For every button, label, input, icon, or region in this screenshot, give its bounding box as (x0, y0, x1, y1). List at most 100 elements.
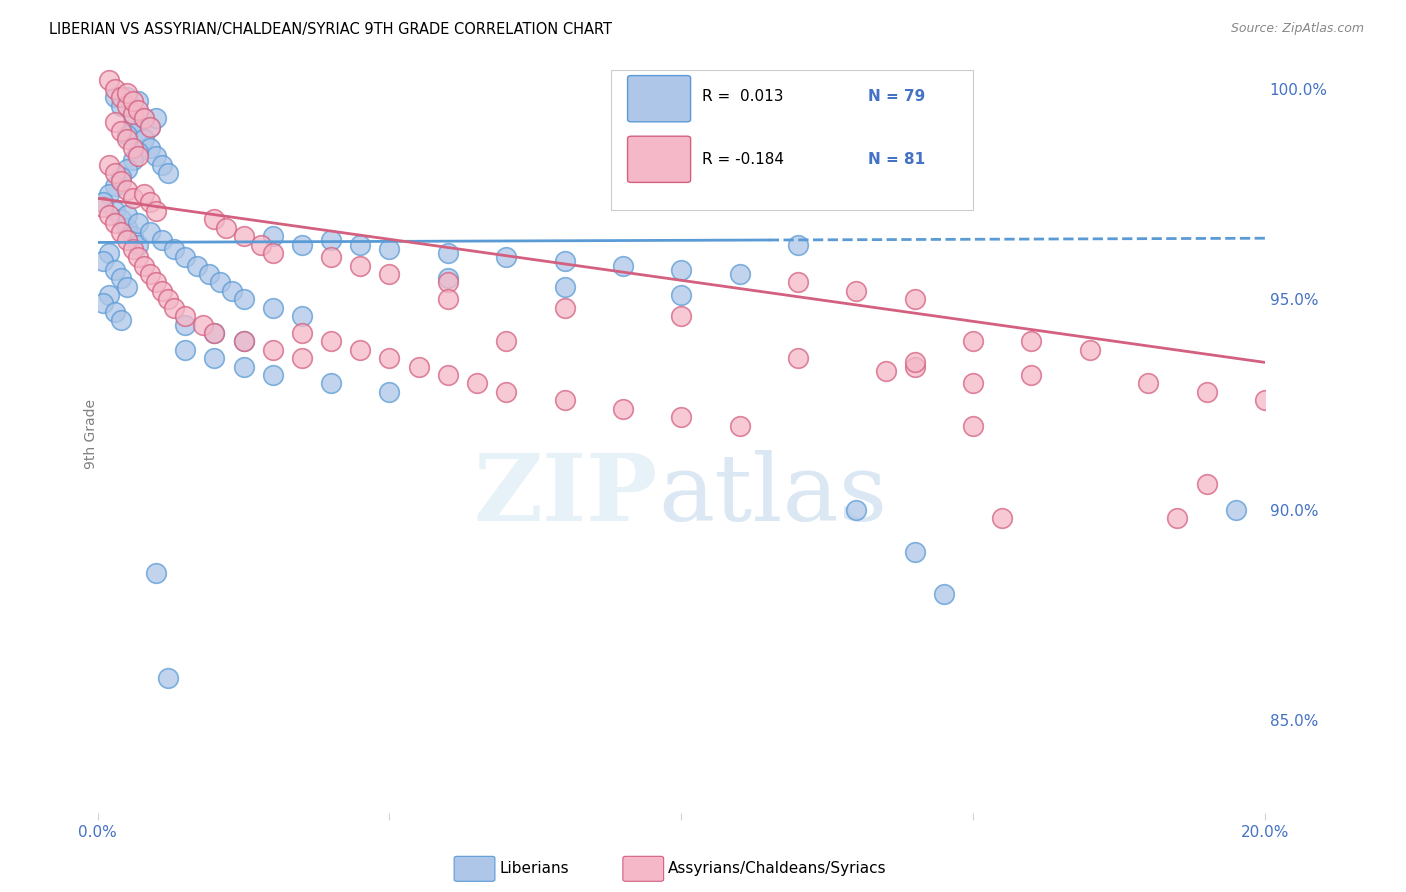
Text: ▪: ▪ (477, 856, 494, 880)
Point (232, 359, 254, 374)
Point (612, 259, 634, 273)
Point (465, 376, 488, 391)
Point (145, 112, 167, 126)
Point (904, 292, 927, 306)
Point (787, 276, 810, 290)
Point (1254, 393, 1277, 408)
Point (787, 351, 810, 366)
Text: ZIP: ZIP (474, 450, 658, 540)
Point (202, 326, 225, 340)
Point (262, 368, 284, 382)
Point (232, 334, 254, 349)
Point (139, 141, 162, 155)
Point (787, 237, 810, 252)
Point (1195, 477, 1218, 491)
Point (437, 276, 460, 290)
Point (110, 98, 132, 112)
Point (349, 237, 371, 252)
Point (845, 284, 868, 298)
Point (98, 187, 121, 202)
Point (145, 566, 167, 580)
Point (671, 288, 693, 302)
Text: N = 81: N = 81 (868, 153, 925, 167)
Point (1021, 334, 1043, 349)
Point (1078, 343, 1101, 357)
Point (319, 334, 342, 349)
Point (671, 410, 693, 425)
Point (128, 145, 150, 159)
Point (174, 250, 197, 264)
Point (962, 418, 984, 433)
Point (110, 212, 132, 227)
Point (128, 250, 150, 264)
Point (145, 149, 167, 163)
Point (904, 359, 927, 374)
Point (110, 225, 132, 239)
Point (139, 120, 162, 134)
Point (145, 203, 167, 218)
Point (98, 208, 121, 222)
Point (291, 351, 314, 366)
Text: atlas: atlas (658, 450, 887, 540)
Point (349, 259, 371, 273)
Point (134, 187, 156, 202)
Point (115, 128, 138, 142)
Point (215, 220, 238, 235)
Point (98, 157, 121, 171)
Text: Source: ZipAtlas.com: Source: ZipAtlas.com (1230, 22, 1364, 36)
Point (121, 229, 143, 244)
Point (250, 237, 273, 252)
Point (98, 73, 121, 87)
Point (121, 115, 143, 129)
Point (104, 305, 127, 319)
Point (202, 212, 225, 227)
Point (104, 217, 127, 231)
Point (128, 217, 150, 231)
Point (110, 313, 132, 327)
Point (115, 86, 138, 100)
Point (139, 195, 162, 210)
Point (232, 292, 254, 306)
Point (150, 233, 173, 247)
Point (115, 220, 138, 235)
Point (145, 276, 167, 290)
Point (291, 326, 314, 340)
Point (209, 276, 232, 290)
Point (904, 355, 927, 369)
Point (291, 237, 314, 252)
Point (139, 267, 162, 281)
Point (121, 107, 143, 121)
Point (728, 418, 751, 433)
Point (150, 284, 173, 298)
Point (437, 292, 460, 306)
Point (110, 170, 132, 185)
Point (110, 124, 132, 138)
Point (437, 368, 460, 382)
Text: LIBERIAN VS ASSYRIAN/CHALDEAN/SYRIAC 9TH GRADE CORRELATION CHART: LIBERIAN VS ASSYRIAN/CHALDEAN/SYRIAC 9TH… (49, 22, 612, 37)
Point (104, 82, 127, 96)
Point (174, 318, 197, 332)
Point (495, 334, 517, 349)
Point (232, 229, 254, 244)
Point (378, 384, 401, 399)
Point (98, 288, 121, 302)
Point (191, 318, 214, 332)
FancyBboxPatch shape (627, 136, 690, 183)
Point (932, 587, 955, 601)
Point (134, 112, 156, 126)
Point (291, 309, 314, 323)
Point (150, 157, 173, 171)
Text: N = 79: N = 79 (868, 89, 925, 104)
Y-axis label: 9th Grade: 9th Grade (84, 399, 97, 469)
Point (728, 267, 751, 281)
Point (115, 233, 138, 247)
Point (319, 376, 342, 391)
Point (904, 545, 927, 559)
Point (232, 334, 254, 349)
Point (671, 309, 693, 323)
Point (612, 401, 634, 416)
FancyBboxPatch shape (627, 76, 690, 122)
Point (115, 279, 138, 293)
Text: Assyrians/Chaldeans/Syriacs: Assyrians/Chaldeans/Syriacs (668, 862, 886, 876)
Point (115, 98, 138, 112)
